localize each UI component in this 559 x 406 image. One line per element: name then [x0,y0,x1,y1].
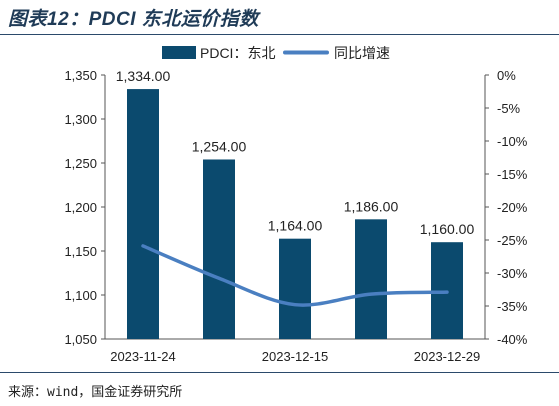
legend-bar-swatch [162,46,196,59]
right-tick-label: -35% [497,299,528,314]
left-tick-label: 1,200 [64,200,97,215]
left-tick-label: 1,350 [64,68,97,83]
title-divider [0,34,559,35]
legend-bar-label: PDCI：东北 [200,45,275,61]
right-tick-label: -15% [497,167,528,182]
left-tick-label: 1,300 [64,112,97,127]
bar-value-label: 1,254.00 [192,138,247,154]
left-tick-label: 1,100 [64,288,97,303]
bar [279,238,311,339]
bar [203,159,235,339]
bar [355,219,387,339]
bar-value-label: 1,186.00 [344,198,399,214]
x-tick-label: 2023-11-24 [110,349,176,364]
right-tick-label: -25% [497,233,528,248]
right-tick-label: -5% [497,101,521,116]
bar-value-label: 1,334.00 [116,68,171,84]
bar [127,89,159,339]
left-tick-label: 1,150 [64,244,97,259]
right-tick-label: -30% [497,266,528,281]
left-tick-label: 1,050 [64,332,97,347]
x-tick-label: 2023-12-15 [262,349,329,364]
right-tick-label: -10% [497,134,528,149]
left-tick-label: 1,250 [64,156,97,171]
source-divider [0,372,559,373]
chart-title: 图表12：PDCI 东北运价指数 [8,9,259,30]
bar-value-label: 1,164.00 [268,218,323,234]
right-tick-label: 0% [497,68,516,83]
right-tick-label: -20% [497,200,528,215]
right-tick-label: -40% [497,332,528,347]
source-note: 来源：wind，国金证券研究所 [8,385,183,400]
legend-line-label: 同比增速 [334,45,390,61]
x-tick-label: 2023-12-29 [414,349,481,364]
bar-value-label: 1,160.00 [420,221,475,237]
